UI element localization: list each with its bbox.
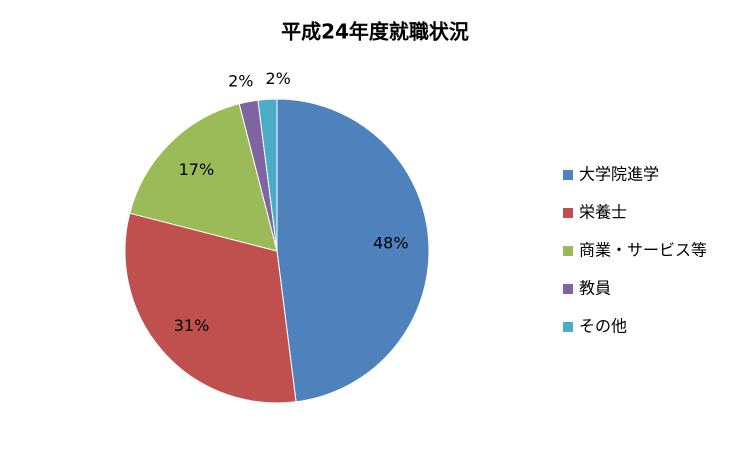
chart-title: 平成24年度就職状況 <box>281 20 469 44</box>
legend-label: 商業・サービス等 <box>579 241 707 260</box>
data-label: 2% <box>228 72 253 91</box>
pie-slice <box>276 98 430 403</box>
data-label: 48% <box>373 233 409 252</box>
legend-swatch <box>563 246 573 256</box>
legend-label: その他 <box>579 317 627 336</box>
legend-swatch <box>563 322 573 332</box>
data-label: 17% <box>179 160 215 179</box>
data-label: 2% <box>266 69 291 88</box>
legend-swatch <box>563 208 573 218</box>
legend-swatch <box>563 284 573 294</box>
legend-label: 栄養士 <box>579 203 627 222</box>
pie-slice <box>124 212 297 404</box>
legend-label: 大学院進学 <box>579 165 659 184</box>
pie-slice <box>129 103 278 252</box>
pie-slice <box>257 98 278 252</box>
legend-label: 教員 <box>579 279 611 298</box>
data-label: 31% <box>174 316 210 335</box>
legend-swatch <box>563 170 573 180</box>
